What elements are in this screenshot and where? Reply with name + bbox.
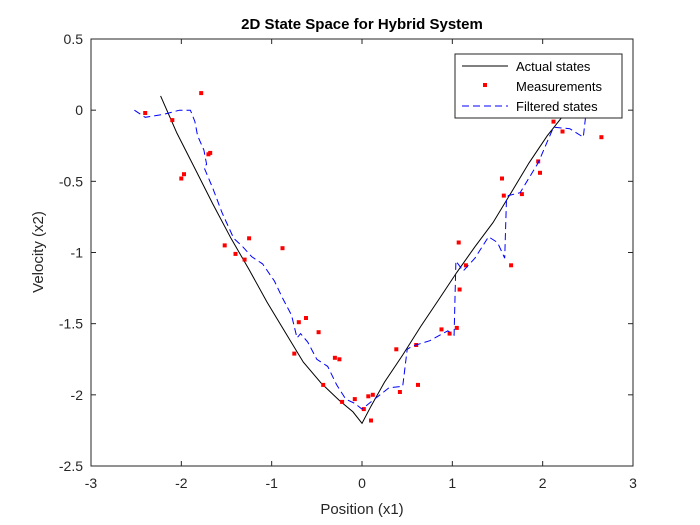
measurement-point (304, 316, 308, 320)
series-actual-states-line (160, 95, 584, 425)
x-tick-label: 3 (629, 475, 637, 491)
measurement-point (208, 150, 213, 155)
series-layer (134, 91, 604, 425)
y-tick-label: 0 (75, 102, 83, 118)
measurement-point (233, 251, 238, 256)
series-measurements (143, 91, 604, 423)
series-filtered-states-line (134, 109, 587, 410)
legend-swatch-measurements (483, 83, 487, 87)
x-tick-label: -1 (265, 475, 278, 491)
measurement-point (222, 243, 227, 248)
y-tick-label: -2 (71, 387, 84, 403)
legend-label-filtered: Filtered states (516, 99, 598, 114)
measurement-point (242, 257, 247, 262)
measurement-point (447, 331, 452, 336)
x-tick-label: -3 (85, 475, 98, 491)
chart-title: 2D State Space for Hybrid System (241, 16, 483, 33)
y-tick-label: -1 (71, 245, 84, 261)
y-tick-label: 0.5 (64, 31, 84, 47)
measurement-point (463, 263, 468, 268)
measurement-point (439, 327, 444, 332)
measurement-point (316, 330, 321, 335)
y-axis-label: Velocity (x2) (30, 211, 47, 293)
y-tick-label: -2.5 (59, 458, 83, 474)
measurement-point (500, 176, 504, 181)
x-axis-label: Position (x1) (320, 501, 403, 518)
measurement-point (369, 418, 373, 423)
measurement-point (560, 129, 565, 134)
measurement-point (456, 240, 461, 245)
measurement-point (182, 172, 186, 177)
legend: Actual states Measurements Filtered stat… (454, 53, 623, 119)
measurement-point (370, 392, 375, 397)
measurement-point (179, 176, 184, 181)
measurement-point (352, 397, 357, 402)
tick-layer: -3 -2 -1 0 1 2 3 -2.5 -2 -1.5 -1 -0.5 0 0.5 (59, 31, 637, 491)
measurement-point (199, 91, 204, 96)
x-tick-label: 2 (539, 475, 547, 491)
measurement-point (416, 382, 420, 387)
measurement-point (599, 135, 604, 140)
measurement-point (361, 407, 366, 412)
x-tick-label: 1 (448, 475, 456, 491)
legend-box (454, 53, 623, 119)
measurement-point (337, 357, 342, 362)
measurement-point (280, 246, 285, 251)
measurement-point (501, 193, 506, 198)
measurement-point (296, 320, 301, 325)
measurement-point (538, 170, 542, 175)
measurement-point (457, 287, 462, 292)
measurement-point (247, 236, 252, 241)
y-tick-label: -0.5 (59, 173, 83, 189)
measurement-point (551, 119, 556, 124)
x-tick-label: 0 (358, 475, 366, 491)
legend-label-measurements: Measurements (516, 79, 602, 94)
measurement-point (519, 192, 524, 197)
measurement-point (170, 118, 175, 123)
measurement-point (332, 355, 337, 360)
measurement-point (394, 347, 399, 352)
measurement-point (340, 399, 345, 404)
measurement-point (454, 325, 459, 330)
measurement-point (509, 263, 514, 268)
measurement-point (366, 394, 371, 399)
y-tick-label: -1.5 (59, 316, 83, 332)
measurement-point (397, 390, 402, 394)
x-tick-label: -2 (175, 475, 188, 491)
legend-label-actual: Actual states (516, 59, 591, 74)
measurement-point (536, 159, 541, 164)
measurement-point (143, 111, 148, 115)
measurement-point (292, 351, 297, 356)
measurement-point (321, 382, 326, 387)
